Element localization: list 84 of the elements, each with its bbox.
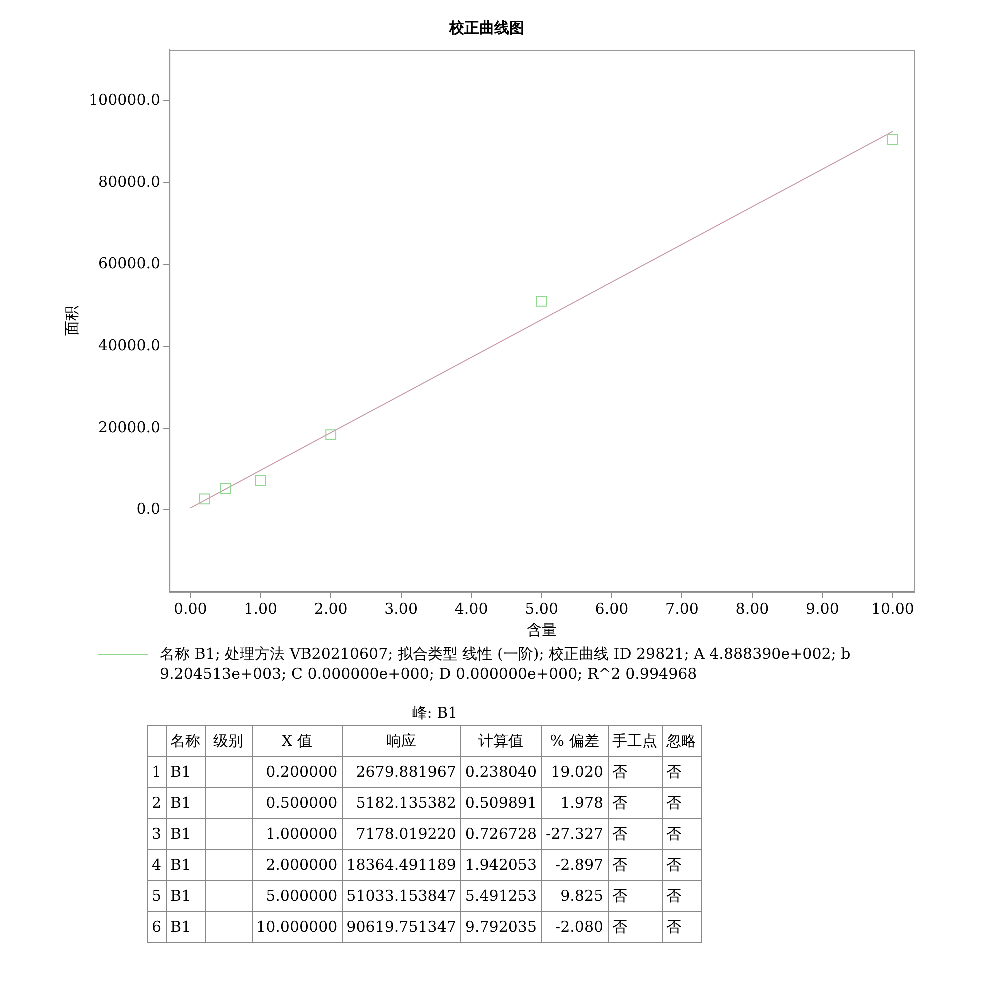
- text: 90619.751347: [342, 912, 461, 942]
- text: B1: [166, 912, 206, 942]
- text: 18364.491189: [342, 850, 461, 880]
- x-tick-label: 5.00: [525, 600, 558, 618]
- x-tick-label: 3.00: [384, 600, 418, 618]
- text: B1: [166, 880, 206, 912]
- text: 0.200000: [252, 756, 342, 788]
- point: [887, 134, 898, 145]
- text: 0.726728: [460, 818, 542, 850]
- x-tick-label: 7.00: [666, 600, 699, 618]
- text: -2.897: [542, 850, 608, 880]
- point: [536, 296, 548, 307]
- x-tick-label: 6.00: [595, 600, 629, 618]
- text: 9.825: [542, 880, 608, 912]
- text: 10.000000: [252, 912, 342, 942]
- y-tick-label: 100000.0: [88, 91, 161, 110]
- text: 0.500000: [252, 788, 342, 818]
- text: 否: [608, 880, 662, 912]
- text: B1: [166, 756, 206, 788]
- text: 3: [148, 818, 166, 850]
- point: [326, 430, 337, 441]
- text: 1.942053: [460, 850, 542, 880]
- text: 否: [608, 912, 662, 942]
- text: 0.238040: [460, 756, 542, 788]
- text: 否: [662, 912, 702, 942]
- text: 否: [608, 788, 662, 818]
- text: 0.509891: [460, 788, 542, 818]
- text: 手工点: [608, 726, 662, 756]
- y-tick-label: 80000.0: [98, 172, 161, 191]
- text: 19.020: [542, 756, 608, 788]
- text: 1.978: [542, 788, 608, 818]
- text: % 偏差: [542, 726, 608, 756]
- text: 级别: [205, 726, 252, 756]
- point: [220, 484, 232, 494]
- y-tick-label: 60000.0: [98, 254, 161, 273]
- text: 否: [608, 850, 662, 880]
- x-tick-label: 1.00: [244, 600, 278, 618]
- text: B1: [166, 850, 206, 880]
- text: B1: [166, 788, 206, 818]
- y-tick-label: 20000.0: [98, 418, 161, 436]
- text: 否: [662, 818, 702, 850]
- text: 峰: B1: [411, 704, 459, 723]
- y-axis-title: 面积: [62, 306, 81, 336]
- text: B1: [166, 818, 206, 850]
- text: 1: [148, 756, 166, 788]
- text: 5: [148, 880, 166, 912]
- text: 4: [148, 850, 166, 880]
- x-tick-label: 10.00: [871, 600, 914, 618]
- text: X 值: [252, 726, 342, 756]
- y-tick-label: 0.0: [136, 500, 161, 518]
- text: 否: [608, 756, 662, 788]
- text: 忽略: [662, 726, 702, 756]
- x-tick-label: 0.00: [174, 600, 208, 618]
- text: 2.000000: [252, 850, 342, 880]
- text: 响应: [342, 726, 461, 756]
- legend-label: 名称 B1; 处理方法 VB20210607; 拟合类型 线性 (一阶); 校正曲线 ID 29821; A 4.888390e+002; b 9.204513e+003; C 0.000000e+000; D 0.000000e+000; R^2 0.994968: [160, 644, 852, 684]
- chart-title: 校正曲线图: [448, 18, 524, 37]
- point: [199, 494, 210, 505]
- x-tick-label: 9.00: [806, 600, 840, 618]
- text: 否: [662, 850, 702, 880]
- x-tick-label: 4.00: [454, 600, 488, 618]
- text: 2: [148, 788, 166, 818]
- point: [255, 475, 266, 486]
- x-tick-label: 2.00: [314, 600, 348, 618]
- text: 否: [608, 818, 662, 850]
- text: -2.080: [542, 912, 608, 942]
- text: 51033.153847: [342, 880, 461, 912]
- x-tick-label: 8.00: [736, 600, 770, 618]
- text: 2679.881967: [342, 756, 461, 788]
- text: 1.000000: [252, 818, 342, 850]
- text: 6: [148, 912, 166, 942]
- x-axis-title: 含量: [526, 620, 557, 639]
- text: -27.327: [542, 818, 608, 850]
- text: 否: [662, 756, 702, 788]
- text: 名称: [166, 726, 206, 756]
- text: 5.491253: [460, 880, 542, 912]
- text: 5.000000: [252, 880, 342, 912]
- text: 9.792035: [460, 912, 542, 942]
- text: 否: [662, 880, 702, 912]
- text: 计算值: [460, 726, 542, 756]
- text: 否: [662, 788, 702, 818]
- y-tick-label: 40000.0: [98, 336, 161, 354]
- text: 7178.019220: [342, 818, 461, 850]
- text: 5182.135382: [342, 788, 461, 818]
